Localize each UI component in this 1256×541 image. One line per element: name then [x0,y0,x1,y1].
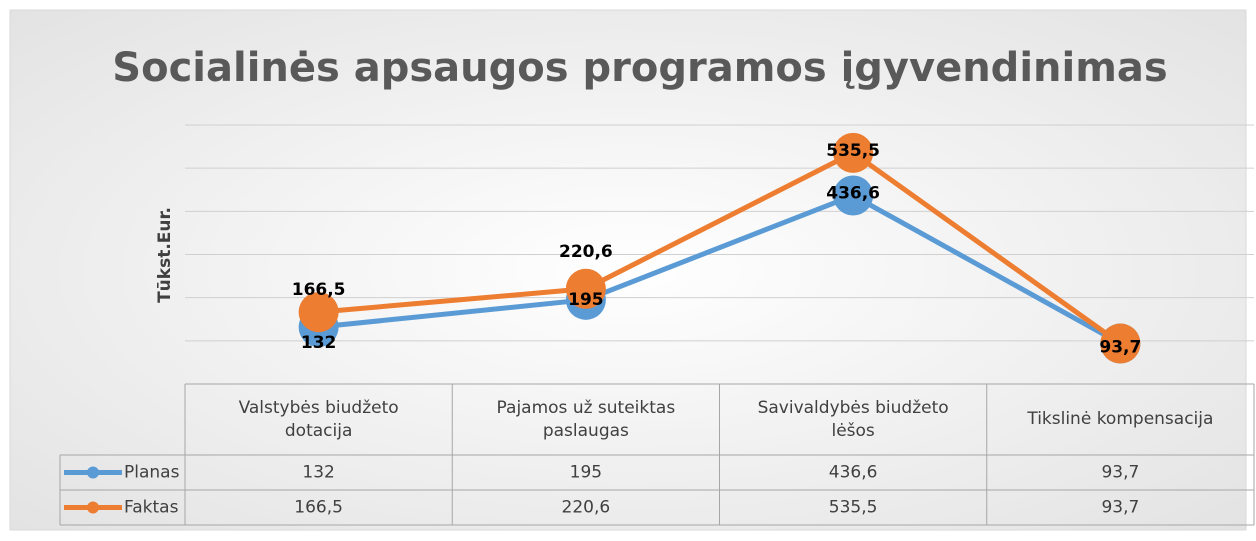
category-label: Valstybės biudžeto dotacija [239,398,399,441]
point-marker [298,292,339,333]
y-axis-label: Tūkst.Eur. [155,207,175,303]
legend-key-marker [87,466,99,479]
legend-label: Faktas [124,498,179,518]
table-value: 195 [570,463,602,483]
data-label: 93,7 [1099,338,1141,358]
chart-title: Socialinės apsaugos programos įgyvendini… [112,45,1167,91]
data-label: 535,5 [826,141,880,161]
table-value: 535,5 [829,498,878,518]
table-value: 93,7 [1101,463,1139,483]
series-line [318,193,1122,346]
table-value: 93,7 [1101,498,1139,518]
legend-label: Planas [124,463,180,483]
point-marker [565,268,606,309]
data-label: 220,6 [559,242,613,262]
point-marker [833,175,874,216]
data-label: 195 [568,290,604,310]
legend-key-marker [87,501,99,514]
data-label: 436,6 [826,184,880,204]
data-label: 132 [301,333,337,353]
table-value: 166,5 [294,498,343,518]
table-value: 220,6 [562,498,611,518]
category-label: Pajamos už suteiktas paslaugas [497,398,676,441]
table-value: 436,6 [829,463,878,483]
table-value: 132 [302,463,334,483]
category-label: Tikslinė kompensacija [1026,409,1213,429]
point-marker [1100,323,1141,364]
category-label: Savivaldybės biudžeto lėšos [758,398,949,441]
point-marker [833,132,874,173]
data-label: 166,5 [292,280,346,300]
series-line [318,150,1122,346]
